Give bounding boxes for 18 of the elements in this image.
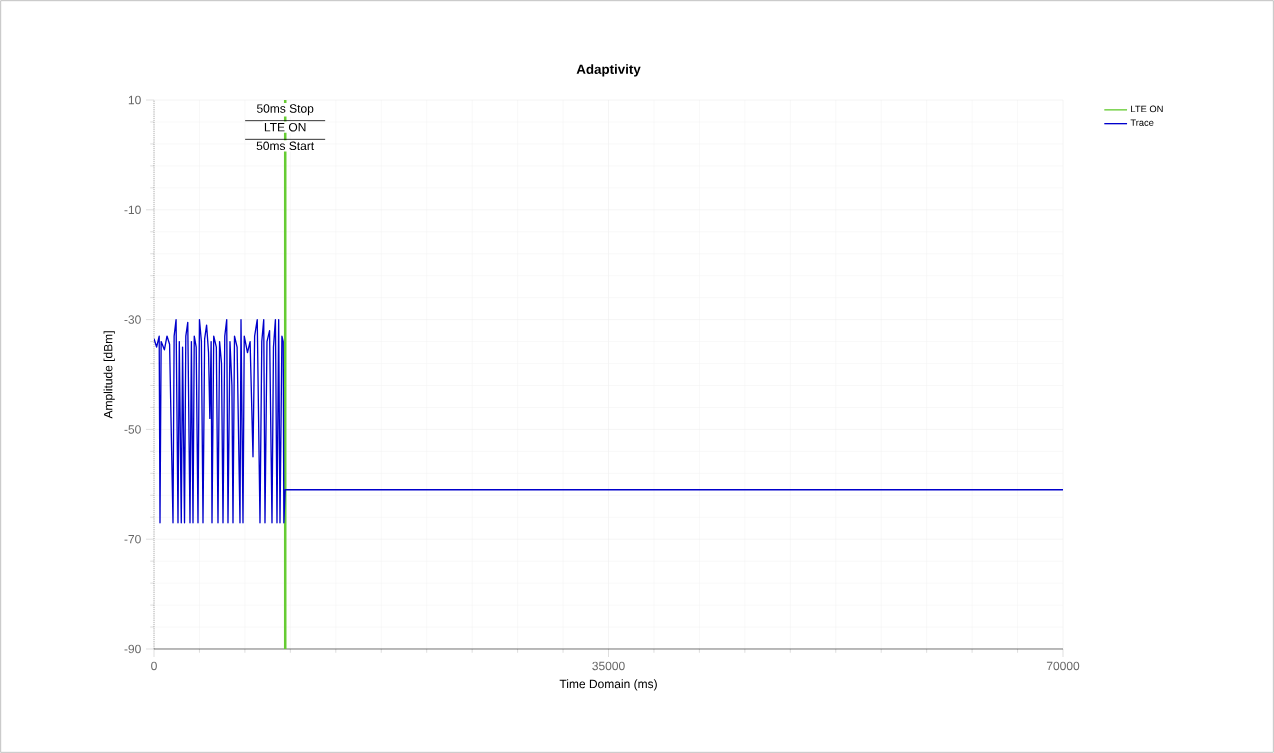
y-axis-title: Amplitude [dBm] [103, 331, 115, 419]
annotation: 50ms Start [256, 141, 315, 151]
ref-line-label: LTE ON [264, 122, 306, 132]
annotation: 50ms Stop [256, 104, 314, 116]
y-tick-label: 10 [128, 95, 141, 105]
x-axis-title: Time Domain (ms) [559, 679, 657, 691]
text: LTE ON [1131, 105, 1163, 113]
x-tick-label: 0 [151, 661, 157, 671]
line-series [154, 318, 1064, 524]
x-tick-label: 35000 [592, 661, 625, 671]
y-tick-label: -10 [124, 205, 141, 215]
y-tick-label: -90 [124, 644, 141, 654]
y-tick-label: -50 [124, 425, 141, 434]
chart-title: Adaptivity [576, 64, 641, 77]
y-tick-label: -30 [124, 315, 141, 324]
y-tick-label: -70 [124, 534, 141, 544]
legend-label: Trace [1130, 119, 1154, 126]
x-tick-label: 70000 [1046, 661, 1080, 671]
